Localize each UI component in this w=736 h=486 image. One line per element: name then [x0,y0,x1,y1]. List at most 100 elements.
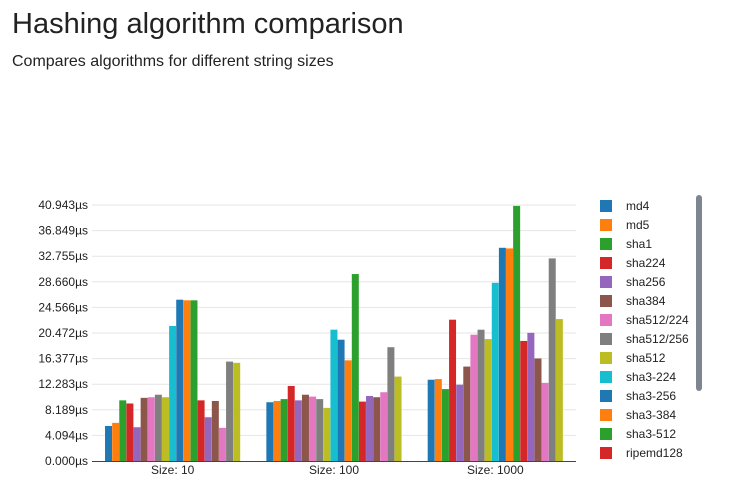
chart-title: Hashing algorithm comparison [12,8,404,40]
bar [301,394,309,461]
bar [387,347,395,461]
x-tick-label: Size: 100 [309,463,359,477]
bar [197,400,205,461]
bar [147,397,155,461]
legend-label: sha512 [626,351,666,365]
bar [294,400,302,461]
x-tick-label: Size: 10 [151,463,195,477]
legend-swatch [600,371,612,383]
bar [337,339,345,461]
legend-label: sha512/256 [626,332,689,346]
y-tick-label: 4.094µs [45,428,88,442]
bar [169,325,177,461]
bar [366,395,374,461]
bar [351,274,359,461]
legend-label: sha3-512 [626,427,676,441]
legend-swatch [600,352,612,364]
bar [176,299,184,461]
bar [266,402,274,461]
y-tick-label: 36.849µs [38,224,88,238]
legend-label: md4 [626,199,650,213]
bar [441,389,449,461]
bar [373,397,381,461]
legend-swatch [600,257,612,269]
bar [140,397,148,461]
legend-label: sha1 [626,237,652,251]
bar [394,376,402,461]
bar [233,362,241,461]
chart-subtitle: Compares algorithms for different string… [12,53,334,70]
bar [204,417,212,461]
bar [183,300,191,461]
bar [126,403,134,461]
legend-label: sha224 [626,256,666,270]
legend-swatch [600,428,612,440]
y-tick-label: 8.189µs [45,403,88,417]
bar [527,332,535,461]
legend-label: sha384 [626,294,666,308]
legend-swatch [600,276,612,288]
y-tick-label: 40.943µs [38,198,88,212]
bar [449,319,457,461]
legend-label: sha3-224 [626,370,676,384]
bar [190,300,198,461]
bar [226,361,234,461]
legend-label: sha3-256 [626,389,676,403]
legend-swatch [600,447,612,459]
legend-scrollbar[interactable] [696,195,702,391]
legend-swatch [600,333,612,345]
y-tick-label: 0.000µs [45,454,88,468]
bar [456,384,464,461]
legend-label: md5 [626,218,650,232]
legend-label: sha3-384 [626,408,676,422]
y-tick-label: 24.566µs [38,300,88,314]
bar [380,392,388,461]
legend-label: sha512/224 [626,313,689,327]
y-tick-label: 28.660µs [38,275,88,289]
legend-label: ripemd128 [626,446,683,460]
bar [534,358,542,461]
bar [358,401,366,461]
bar [309,396,317,461]
bar [506,248,514,461]
bar [323,407,331,461]
bar [119,400,127,461]
x-tick-label: Size: 1000 [467,463,524,477]
bar [161,397,169,461]
legend-swatch [600,409,612,421]
legend-swatch [600,390,612,402]
bar [316,399,324,461]
legend-swatch [600,295,612,307]
bar [427,379,435,461]
bar [112,422,120,461]
legend-swatch [600,219,612,231]
bar [330,329,338,461]
bar [555,319,563,461]
bar [154,394,162,461]
bar [133,427,141,461]
y-tick-label: 12.283µs [38,377,88,391]
bar [477,329,485,461]
bar [491,282,499,461]
bar [273,400,281,461]
bar [218,427,226,461]
y-tick-label: 16.377µs [38,352,88,366]
bar [463,366,471,461]
bar [434,379,442,461]
bar [280,399,288,461]
bar [287,385,295,461]
legend-swatch [600,314,612,326]
bar [484,339,492,461]
bar [513,205,521,461]
bar [498,247,506,461]
bar [548,258,556,461]
bar [520,340,528,461]
legend-swatch [600,238,612,250]
bar [470,334,478,461]
bar [105,425,113,461]
legend-swatch [600,200,612,212]
bar [541,382,549,461]
y-tick-label: 20.472µs [38,326,88,340]
bar [211,400,219,461]
